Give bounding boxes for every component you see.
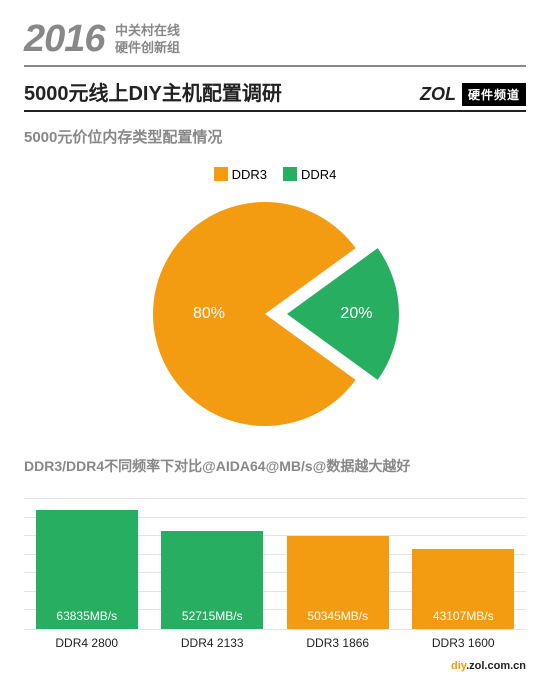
bar-category-label: DDR3 1600 <box>408 636 518 650</box>
pie-chart: 80% 20% <box>145 196 405 426</box>
bar: 50345MB/s <box>287 536 389 629</box>
header-year: 2016 <box>24 18 105 61</box>
bar-column: 63835MB/s <box>32 510 142 629</box>
legend-item: DDR3 <box>214 167 267 182</box>
header-rule <box>24 65 526 67</box>
bar: 52715MB/s <box>161 531 263 629</box>
legend-label: DDR3 <box>232 167 267 182</box>
page: 2016 中关村在线 硬件创新组 5000元线上DIY主机配置调研 ZOL 硬件… <box>0 0 550 682</box>
header-subtitle: 中关村在线 硬件创新组 <box>115 23 180 56</box>
footer-highlight: diy <box>451 660 466 672</box>
header: 2016 中关村在线 硬件创新组 <box>24 18 526 67</box>
header-sub-line2: 硬件创新组 <box>115 40 180 55</box>
main-title: 5000元线上DIY主机配置调研 <box>24 77 282 106</box>
brand-text: ZOL <box>420 84 456 105</box>
bar-value-label: 52715MB/s <box>182 609 243 623</box>
bar-gridline <box>24 498 526 499</box>
pie-section-title: 5000元价位内存类型配置情况 <box>24 126 526 147</box>
bar-column: 43107MB/s <box>408 549 518 629</box>
bar-column: 52715MB/s <box>157 531 267 629</box>
bar: 43107MB/s <box>412 549 514 629</box>
pie-legend: DDR3 DDR4 <box>24 167 526 182</box>
bar-value-label: 50345MB/s <box>307 609 368 623</box>
bar-category-label: DDR4 2800 <box>32 636 142 650</box>
title-row: 5000元线上DIY主机配置调研 ZOL 硬件频道 <box>24 77 526 112</box>
bar-category-label: DDR4 2133 <box>157 636 267 650</box>
bar-value-label: 43107MB/s <box>433 609 494 623</box>
legend-swatch <box>283 167 297 181</box>
brand-badge-label: 硬件频道 <box>462 83 526 106</box>
pie-slice-label-ddr4: 20% <box>340 305 372 323</box>
legend-swatch <box>214 167 228 181</box>
bar-section-title: DDR3/DDR4不同频率下对比@AIDA64@MB/s@数据越大越好 <box>24 456 526 476</box>
bar: 63835MB/s <box>36 510 138 629</box>
header-sub-line1: 中关村在线 <box>115 23 180 38</box>
bar-category-label: DDR3 1866 <box>283 636 393 650</box>
bar-axis-labels: DDR4 2800 DDR4 2133 DDR3 1866 DDR3 1600 <box>24 636 526 650</box>
legend-label: DDR4 <box>301 167 336 182</box>
bar-chart: 63835MB/s 52715MB/s 50345MB/s 43107MB/s <box>24 500 526 630</box>
legend-item: DDR4 <box>283 167 336 182</box>
pie-slice-label-ddr3: 80% <box>193 305 225 323</box>
brand-badge: ZOL 硬件频道 <box>420 83 526 106</box>
footer-rest: .zol.com.cn <box>466 660 526 672</box>
footer-url: diy.zol.com.cn <box>451 660 526 672</box>
bar-value-label: 63835MB/s <box>56 609 117 623</box>
bar-column: 50345MB/s <box>283 536 393 629</box>
